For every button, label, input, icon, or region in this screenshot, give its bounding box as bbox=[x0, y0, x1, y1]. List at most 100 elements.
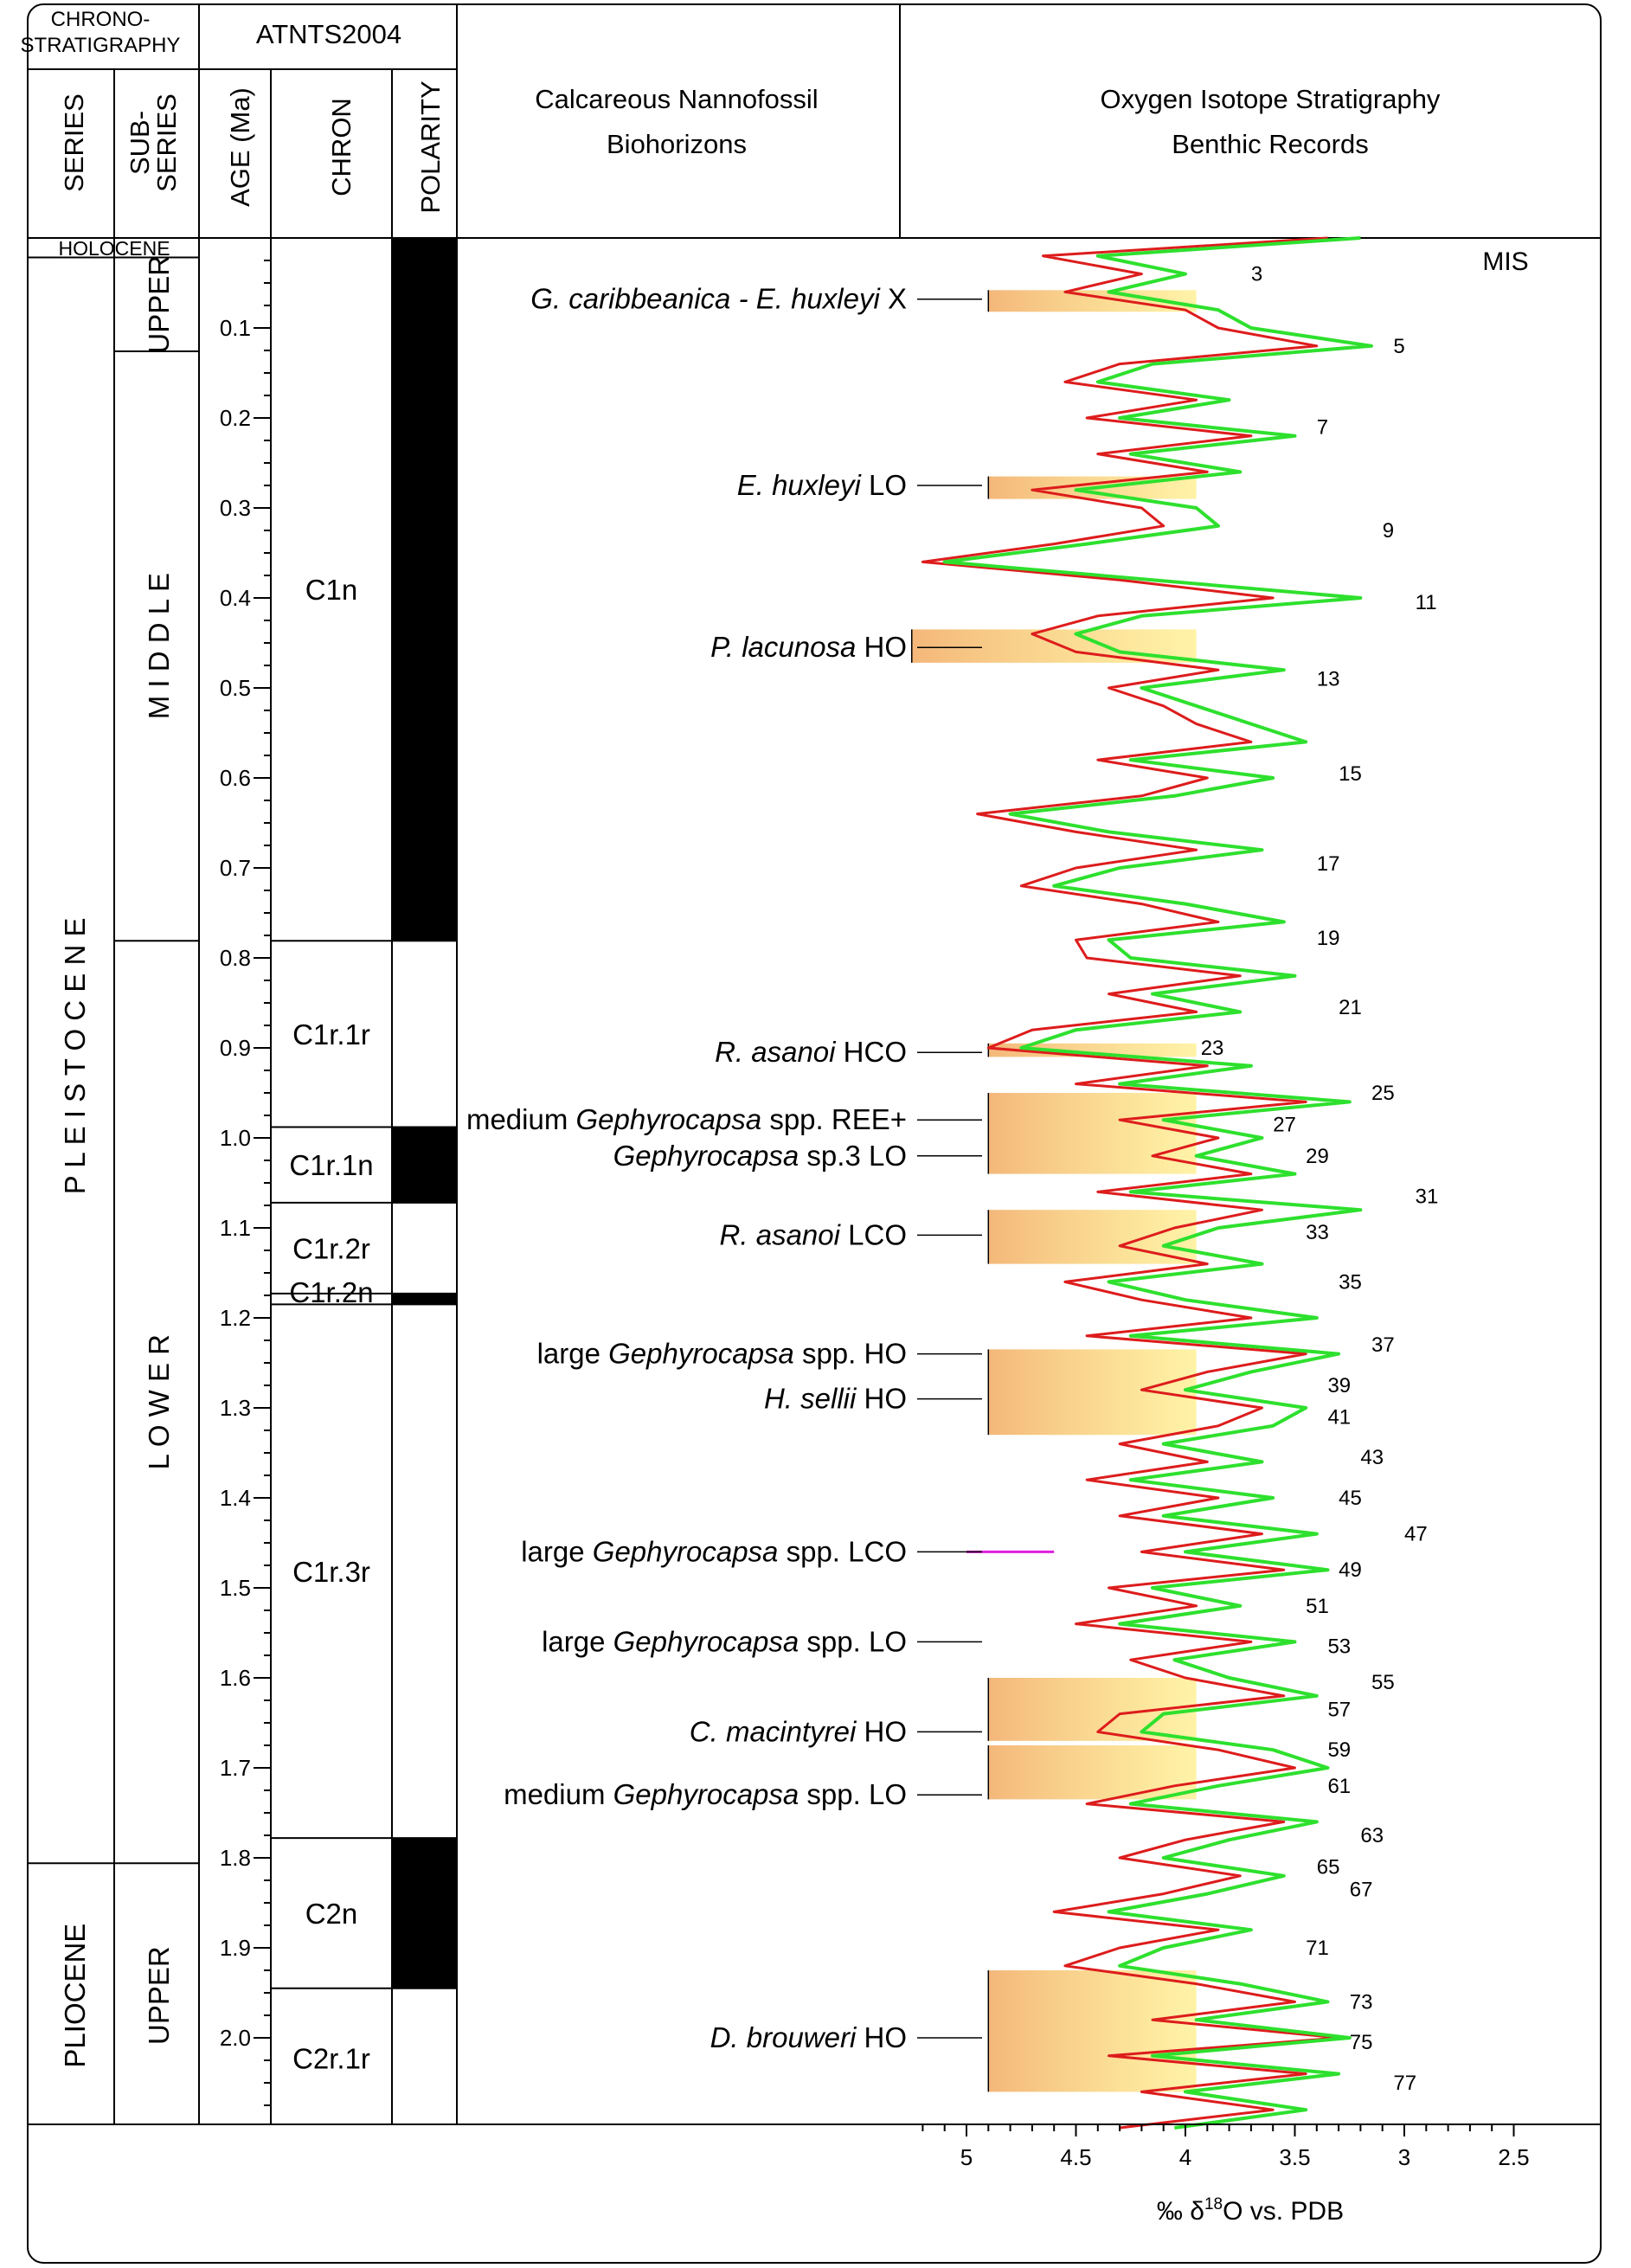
biohorizon-taxon: R. asanoi bbox=[715, 1036, 837, 1068]
mis-label: 65 bbox=[1317, 1855, 1340, 1879]
mis-label: 43 bbox=[1360, 1446, 1384, 1469]
age-tick-label: 1.9 bbox=[220, 1935, 251, 1961]
mis-label: 13 bbox=[1317, 668, 1340, 691]
mis-label: 51 bbox=[1306, 1595, 1329, 1618]
age-tick-label: 0.1 bbox=[220, 315, 251, 341]
series-label-holocene: HOLOCENE bbox=[58, 237, 170, 260]
header-isotope-line1: Oxygen Isotope Stratigraphy bbox=[1101, 84, 1441, 114]
biohorizon-label: Gephyrocapsa sp.3 LO bbox=[613, 1140, 907, 1172]
polarity-normal-block bbox=[392, 1127, 457, 1203]
age-tick-label: 0.2 bbox=[220, 405, 251, 431]
mis-title: MIS bbox=[1482, 247, 1528, 276]
mis-label: 19 bbox=[1317, 927, 1340, 950]
polarity-normal-block bbox=[392, 238, 457, 941]
age-tick-label: 1.2 bbox=[220, 1305, 251, 1331]
biohorizon-taxon: Gephyrocapsa bbox=[608, 1338, 794, 1370]
header-group: CHRONO- STRATIGRAPHY ATNTS2004 SERIES SU… bbox=[21, 8, 1441, 214]
mis-label: 29 bbox=[1306, 1145, 1329, 1168]
x-tick-label: 3 bbox=[1398, 2144, 1410, 2170]
subseries-label: UPPER bbox=[143, 255, 175, 354]
chron-label: C1r.3r bbox=[292, 1556, 370, 1588]
mis-label: 35 bbox=[1339, 1270, 1362, 1294]
mis-label: 17 bbox=[1317, 852, 1340, 876]
biohorizon-taxon: Gephyrocapsa bbox=[593, 1535, 779, 1567]
age-tick-label: 1.6 bbox=[220, 1665, 251, 1691]
biohorizon-event: sp.3 LO bbox=[799, 1140, 907, 1172]
chron-label: C1r.2r bbox=[292, 1232, 370, 1264]
mis-label: 75 bbox=[1350, 2031, 1373, 2054]
age-tick-label: 0.6 bbox=[220, 765, 251, 791]
biohorizon-taxon: G. caribbeanica - E. huxleyi bbox=[530, 283, 881, 315]
biohorizon-event: spp. LO bbox=[799, 1778, 907, 1810]
mis-label: 57 bbox=[1327, 1698, 1351, 1721]
mis-label: 5 bbox=[1393, 335, 1404, 358]
chron-label: C2n bbox=[305, 1898, 358, 1930]
biohorizon-event: HO bbox=[856, 631, 907, 663]
mis-label: 73 bbox=[1350, 1990, 1373, 2014]
header-subseries-line1: SUB- bbox=[125, 111, 155, 175]
header-atnts2004: ATNTS2004 bbox=[256, 19, 401, 49]
header-age: AGE (Ma) bbox=[225, 87, 255, 207]
biohorizon-taxon: P. lacunosa bbox=[710, 631, 856, 663]
age-tick-label: 0.4 bbox=[220, 585, 251, 611]
mis-label: 33 bbox=[1306, 1221, 1329, 1244]
biohorizon-event: HO bbox=[856, 2021, 907, 2053]
isotope-curves bbox=[921, 236, 1373, 2130]
biohorizon-label: large Gephyrocapsa spp. LCO bbox=[521, 1535, 907, 1567]
mis-label: 31 bbox=[1416, 1185, 1439, 1209]
mis-label: 27 bbox=[1273, 1113, 1296, 1136]
biohorizon-taxon: Gephyrocapsa bbox=[613, 1140, 799, 1172]
mis-label: 55 bbox=[1371, 1671, 1395, 1694]
mis-label: 37 bbox=[1371, 1333, 1395, 1357]
x-tick-label: 4.5 bbox=[1060, 2144, 1091, 2170]
biohorizon-label: E. huxleyi LO bbox=[737, 469, 907, 501]
header-nannofossil-line2: Biohorizons bbox=[607, 129, 747, 159]
age-tick-label: 1.7 bbox=[220, 1755, 251, 1781]
isotope-axis: 5 4.5 4 3.5 3 2.5 ‰ δ18O vs. PDB bbox=[900, 2123, 1601, 2226]
age-tick-label: 1.1 bbox=[220, 1215, 251, 1241]
subseries-label: M I D D L E bbox=[143, 573, 175, 719]
biohorizon-taxon: Gephyrocapsa bbox=[613, 1625, 799, 1657]
header-nannofossil-line1: Calcareous Nannofossil bbox=[535, 84, 818, 114]
mis-label: 49 bbox=[1339, 1558, 1362, 1582]
age-tick-label: 0.9 bbox=[220, 1035, 251, 1061]
chron-label: C1r.1r bbox=[292, 1018, 370, 1050]
mis-label: 63 bbox=[1360, 1824, 1384, 1847]
x-axis-label-pre: ‰ δ bbox=[1157, 2197, 1204, 2226]
polarity-normal-block bbox=[392, 1293, 457, 1305]
age-tick-label: 0.8 bbox=[220, 945, 251, 971]
subseries-label: UPPER bbox=[143, 1946, 175, 2045]
chron-label: C1r.1n bbox=[289, 1149, 373, 1181]
header-polarity: POLARITY bbox=[415, 80, 446, 213]
x-axis-label-sup: 18 bbox=[1204, 2195, 1223, 2213]
age-tick-label: 1.8 bbox=[220, 1845, 251, 1871]
header-chron: CHRON bbox=[326, 98, 356, 196]
isotope-curve-red bbox=[921, 236, 1340, 2130]
biohorizon-label: C. macintyrei HO bbox=[690, 1715, 907, 1747]
biohorizon-label: R. asanoi LCO bbox=[720, 1218, 907, 1250]
biohorizon-taxon: Gephyrocapsa bbox=[613, 1778, 799, 1810]
header-chronostratigraphy-line1: CHRONO- bbox=[51, 8, 151, 31]
mis-label: 77 bbox=[1393, 2072, 1416, 2095]
age-tick-label: 0.3 bbox=[220, 495, 251, 521]
biohorizon-taxon: R. asanoi bbox=[720, 1218, 842, 1250]
mis-label: 15 bbox=[1339, 762, 1362, 786]
biohorizon-event: HCO bbox=[836, 1036, 908, 1068]
biohorizon-labels: G. caribbeanica - E. huxleyi X E. huxleyi… bbox=[466, 283, 982, 2053]
mis-label: 7 bbox=[1317, 415, 1328, 439]
x-tick-label: 3.5 bbox=[1279, 2144, 1310, 2170]
biohorizon-label: H. sellii HO bbox=[764, 1383, 907, 1415]
chron-label: C2r.1r bbox=[292, 2042, 370, 2074]
biohorizon-label: D. brouweri HO bbox=[710, 2021, 907, 2053]
mis-label: 21 bbox=[1339, 996, 1362, 1019]
highlight-band bbox=[911, 629, 1197, 663]
x-tick-label: 2.5 bbox=[1498, 2144, 1529, 2170]
biohorizon-taxon: H. sellii bbox=[764, 1383, 857, 1415]
polarity-normal-block bbox=[392, 1838, 457, 1989]
mis-label: 67 bbox=[1350, 1878, 1373, 1901]
mis-labels: MIS3579111315171921232527293133353739414… bbox=[1201, 247, 1529, 2095]
biohorizon-label: large Gephyrocapsa spp. HO bbox=[537, 1338, 907, 1370]
age-tick-label: 1.4 bbox=[220, 1485, 251, 1511]
